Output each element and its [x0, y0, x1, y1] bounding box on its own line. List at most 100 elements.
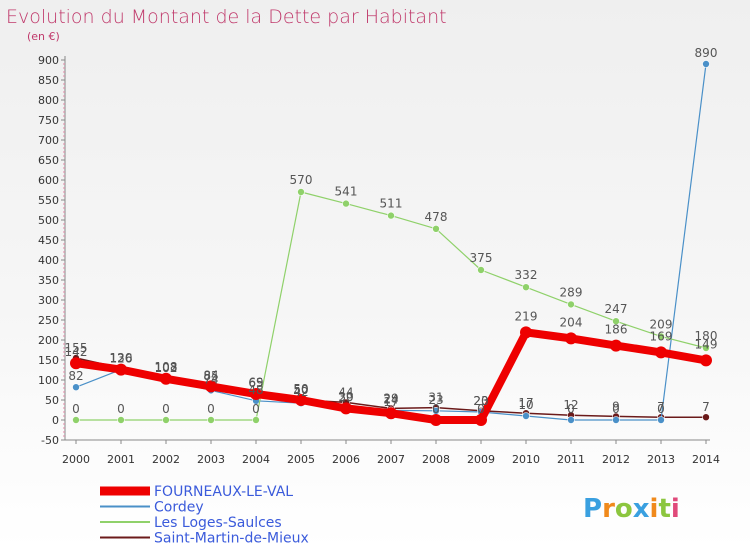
data-label: 74 [203, 372, 218, 386]
x-tick-label: 2001 [107, 453, 135, 466]
data-label: 0 [477, 402, 485, 416]
data-label: 126 [110, 352, 133, 366]
x-tick-label: 2000 [62, 453, 90, 466]
data-point [565, 332, 577, 345]
y-tick-label: 250 [38, 314, 59, 327]
data-label: 890 [695, 46, 718, 60]
data-label: 180 [695, 329, 718, 343]
data-point [342, 199, 350, 208]
data-label: 44 [338, 385, 353, 399]
data-label: 0 [567, 402, 575, 416]
y-tick-label: 0 [52, 414, 59, 427]
data-label: 169 [650, 329, 673, 343]
data-label: 48 [248, 383, 263, 397]
axes: -500501001502002503003504004505005506006… [38, 54, 720, 466]
data-label: 20 [473, 394, 488, 408]
data-label: 149 [695, 337, 718, 351]
data-label: 7 [702, 400, 710, 414]
data-label: 130 [110, 351, 133, 365]
data-label: 17 [383, 395, 398, 409]
y-tick-label: 550 [38, 194, 59, 207]
data-label: 541 [335, 185, 358, 199]
y-tick-label: 800 [38, 94, 59, 107]
logo-letter: P [583, 494, 602, 524]
y-tick-label: 600 [38, 174, 59, 187]
data-label: 50 [293, 383, 308, 397]
data-label: 209 [650, 317, 673, 331]
data-point [567, 300, 575, 309]
data-label: 204 [560, 315, 583, 329]
chart-subtitle: (en €) [27, 30, 60, 43]
data-point [567, 416, 575, 424]
data-point [612, 317, 620, 326]
y-tick-label: 500 [38, 214, 59, 227]
data-point [432, 225, 440, 233]
x-tick-label: 2010 [512, 453, 540, 466]
logo-letter: t [658, 494, 670, 524]
data-label: 85 [203, 369, 218, 383]
legend-item-les-loges-saulces: Les Loges-Saulces [100, 515, 282, 531]
data-label: 23 [473, 394, 488, 408]
legend-item-fourneaux-le-val: FOURNEAUX-LE-VAL [100, 484, 293, 500]
data-point [250, 388, 262, 400]
y-tick-label: 300 [38, 294, 59, 307]
data-point [207, 416, 215, 424]
data-label: 24 [383, 392, 398, 406]
data-point [70, 357, 82, 370]
data-point [387, 211, 395, 220]
legend-label: Saint-Martin-de-Mieux [154, 531, 309, 547]
data-label: 50 [293, 382, 308, 396]
data-label: 82 [68, 369, 83, 383]
data-label: 9 [612, 399, 620, 413]
logo-letter: i [671, 494, 680, 524]
data-label: 375 [470, 251, 493, 265]
x-tick-label: 2014 [692, 453, 720, 466]
x-tick-label: 2005 [287, 453, 315, 466]
logo-letter: r [602, 494, 615, 524]
data-point [297, 188, 305, 196]
data-label: 84 [203, 368, 218, 382]
legend-label: Cordey [154, 500, 204, 516]
data-point [657, 416, 665, 424]
proxiti-logo: Proxiti [583, 494, 680, 524]
x-tick-label: 2006 [332, 453, 360, 466]
data-label: 103 [155, 361, 178, 375]
series-layer [70, 60, 712, 426]
y-tick-label: 750 [38, 114, 59, 127]
data-label: 31 [428, 391, 443, 405]
data-point [115, 363, 127, 376]
data-label: 289 [560, 285, 583, 299]
data-label: 102 [155, 361, 178, 375]
data-label: 186 [605, 323, 628, 337]
data-label: 0 [432, 402, 440, 416]
data-point [252, 416, 260, 424]
data-point [702, 413, 710, 422]
data-label: 29 [338, 390, 353, 404]
data-point [522, 412, 530, 420]
data-label: 108 [155, 360, 178, 374]
logo-letter: i [650, 494, 659, 524]
data-label: 17 [518, 396, 533, 410]
y-tick-label: 850 [38, 74, 59, 87]
y-tick-label: -50 [41, 434, 59, 447]
data-label: 29 [383, 391, 398, 405]
legend-label: Les Loges-Saulces [154, 515, 282, 531]
data-label: 65 [248, 376, 263, 390]
data-point [702, 344, 710, 352]
data-label: 332 [515, 268, 538, 282]
x-tick-label: 2012 [602, 453, 630, 466]
data-label: 12 [563, 398, 578, 412]
data-label: 478 [425, 210, 448, 224]
data-label: 0 [612, 402, 620, 416]
y-tick-label: 50 [45, 394, 59, 407]
data-label: 69 [248, 375, 263, 389]
data-point [522, 283, 530, 292]
y-tick-label: 100 [38, 374, 59, 387]
data-label: 570 [290, 173, 313, 187]
data-point [117, 416, 125, 424]
data-label: 142 [65, 345, 88, 359]
chart-title: Evolution du Montant de la Dette par Hab… [6, 6, 447, 28]
x-tick-label: 2008 [422, 453, 450, 466]
